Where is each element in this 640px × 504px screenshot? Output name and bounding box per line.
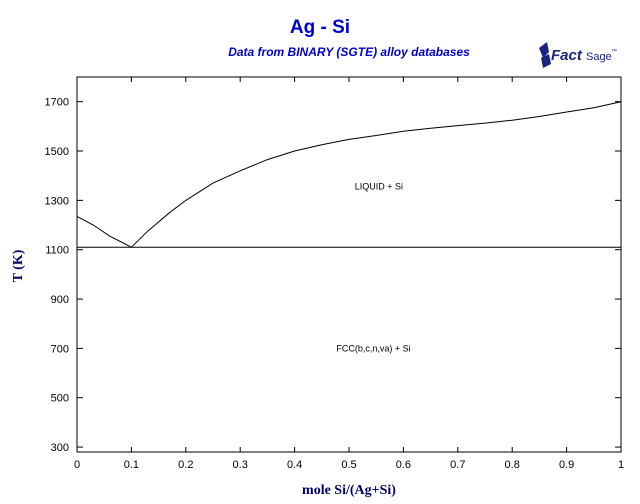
y-tick-label: 1100 <box>45 245 69 257</box>
phase-boundaries <box>76 101 622 248</box>
logo-trademark: ™ <box>611 48 617 55</box>
x-tick-label: 0.2 <box>178 459 193 471</box>
region-labels: LIQUID + Si FCC(b,c,n,va) + Si <box>336 182 410 354</box>
factsage-logo: Fact Sage ™ <box>539 42 617 68</box>
y-tick-label: 1700 <box>45 97 69 109</box>
x-axis-label: mole Si/(Ag+Si) <box>302 483 396 498</box>
x-tick-label: 1 <box>618 459 624 471</box>
x-tick-label: 0.5 <box>341 459 356 471</box>
y-tick-label: 900 <box>51 294 69 306</box>
y-tick-label: 500 <box>51 393 69 405</box>
y-axis-ticks: 300 500 700 900 1100 1300 1500 1700 <box>45 97 621 454</box>
region-label: LIQUID + Si <box>355 182 403 192</box>
x-tick-label: 0.9 <box>559 459 574 471</box>
x-tick-label: 0.3 <box>233 459 248 471</box>
factsage-logo-icon <box>539 42 551 68</box>
y-tick-label: 700 <box>51 343 69 355</box>
region-label: FCC(b,c,n,va) + Si <box>336 344 410 354</box>
x-tick-label: 0.6 <box>396 459 411 471</box>
phase-boundary-2 <box>131 101 622 248</box>
plot-frame <box>76 76 622 453</box>
x-tick-label: 0.4 <box>287 459 302 471</box>
x-tick-label: 0.7 <box>450 459 465 471</box>
chart-title: Ag - Si <box>289 17 351 38</box>
chart-subtitle: Data from BINARY (SGTE) alloy databases <box>228 45 470 59</box>
y-tick-label: 1500 <box>45 146 69 158</box>
x-axis-ticks: 0 0.1 0.2 0.3 0.4 0.5 0.6 0.7 0.8 0.9 1 <box>74 77 624 471</box>
x-tick-label: 0 <box>74 459 80 471</box>
x-tick-label: 0.1 <box>124 459 139 471</box>
y-tick-label: 300 <box>51 442 69 454</box>
logo-text-sage: Sage <box>586 51 612 63</box>
logo-text-fact: Fact <box>551 47 583 64</box>
y-axis-label: T (K) <box>11 249 26 282</box>
x-tick-label: 0.8 <box>505 459 520 471</box>
phase-boundary-1 <box>76 215 132 248</box>
y-tick-label: 1300 <box>45 195 69 207</box>
